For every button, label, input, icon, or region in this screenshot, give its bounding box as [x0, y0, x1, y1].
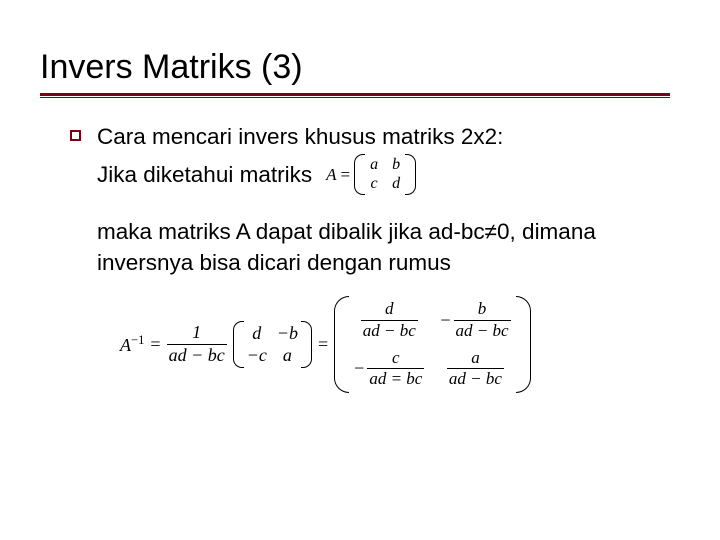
slide-title: Invers Matriks (3)	[40, 48, 680, 87]
adjugate-matrix: d −b −c a	[233, 321, 312, 368]
matrix-definition: A = a b c d	[326, 154, 416, 195]
scalar-fraction: 1 ad − bc	[167, 323, 227, 366]
res-00: d ad − bc	[354, 300, 424, 340]
res-01: − b ad − bc	[440, 300, 510, 340]
title-underline-thick	[40, 93, 670, 96]
adj-11: a	[277, 345, 298, 366]
cell-d: d	[390, 175, 402, 193]
equals-2: =	[318, 334, 328, 355]
scalar-den: ad − bc	[167, 346, 227, 366]
line-3: maka matriks A dapat dibalik jika ad-bc≠…	[97, 217, 680, 278]
bullet-item: Cara mencari invers khusus matriks 2x2:	[70, 122, 680, 152]
title-underline-thin	[40, 97, 670, 98]
res-11: a ad − bc	[440, 349, 510, 389]
scalar-num: 1	[190, 323, 203, 343]
line-1: Cara mencari invers khusus matriks 2x2:	[97, 122, 503, 152]
res-10: − c ad = bc	[354, 349, 424, 389]
line-2: Jika diketahui matriks A = a b c d	[97, 154, 680, 195]
content-area: Cara mencari invers khusus matriks 2x2: …	[40, 122, 680, 393]
equals-sign: =	[340, 165, 350, 185]
cell-c: c	[368, 175, 380, 193]
adj-10: −c	[247, 345, 267, 366]
lhs: A−1	[120, 333, 144, 356]
square-bullet-icon	[70, 130, 81, 141]
cell-b: b	[390, 156, 402, 174]
matrix-2x2: a b c d	[354, 154, 416, 195]
lhs-var: A	[120, 335, 131, 355]
matrix-var: A	[326, 165, 336, 185]
line-2-text: Jika diketahui matriks	[97, 160, 312, 190]
adj-01: −b	[277, 323, 298, 344]
equals-1: =	[150, 334, 160, 355]
inverse-formula: A−1 = 1 ad − bc d −b −c a =	[120, 296, 680, 393]
adj-00: d	[247, 323, 267, 344]
lhs-sup: −1	[131, 333, 144, 347]
cell-a: a	[368, 156, 380, 174]
slide: Invers Matriks (3) Cara mencari invers k…	[0, 0, 720, 413]
result-matrix: d ad − bc − b ad − bc	[334, 296, 530, 393]
